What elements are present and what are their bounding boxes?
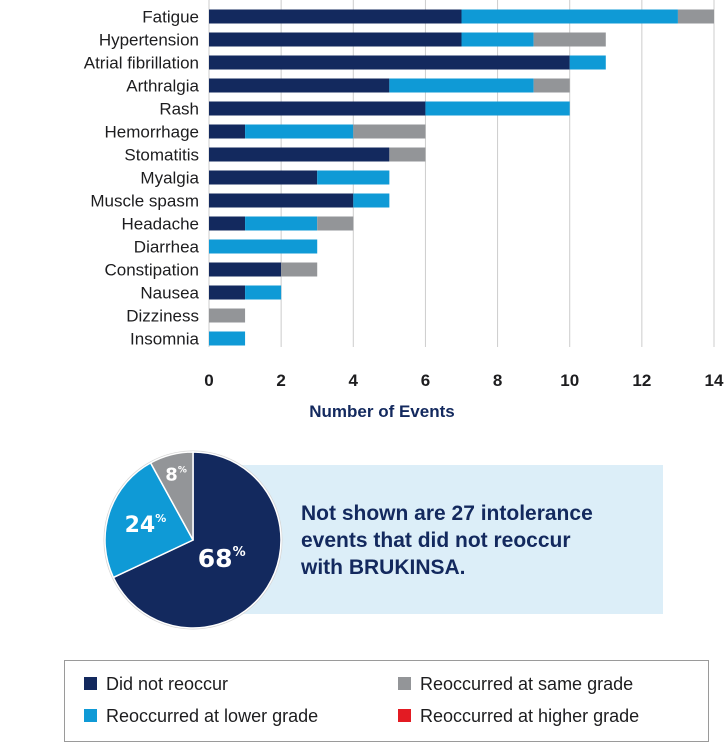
bar-arthralgia-reoccurred-at-same-grade bbox=[533, 78, 570, 93]
bar-diarrhea-reoccurred-at-lower-grade bbox=[209, 239, 318, 254]
pie-slice-reoccurred-at-lower-grade bbox=[104, 461, 195, 579]
callout-line-2: events that did not reoccur bbox=[301, 529, 571, 552]
category-labels: Fatigue Hypertension Atrial fibrillation Ar… bbox=[84, 8, 200, 349]
bar-atrial-fibrillation-did-not-reoccur bbox=[209, 55, 570, 70]
category-label: Fatigue bbox=[142, 8, 199, 27]
legend-swatch-reoccurred-at-same-grade bbox=[398, 677, 411, 690]
category-label: Constipation bbox=[104, 261, 199, 280]
bar-hypertension-reoccurred-at-lower-grade bbox=[461, 32, 534, 47]
bar-atrial-fibrillation-reoccurred-at-lower-grade bbox=[569, 55, 606, 70]
x-tick-label: 2 bbox=[276, 371, 285, 390]
legend-swatch-did-not-reoccur bbox=[84, 677, 97, 690]
bar-myalgia-reoccurred-at-lower-grade bbox=[317, 170, 390, 185]
bar-stomatitis-did-not-reoccur bbox=[209, 147, 390, 162]
bar-hemorrhage-reoccurred-at-lower-grade bbox=[245, 124, 354, 139]
bar-myalgia-did-not-reoccur bbox=[209, 170, 318, 185]
legend-label-reoccurred-at-same-grade: Reoccurred at same grade bbox=[420, 674, 633, 694]
x-tick-label: 14 bbox=[705, 371, 724, 390]
category-label: Rash bbox=[159, 100, 199, 119]
bar-muscle-spasm-reoccurred-at-lower-grade bbox=[353, 193, 390, 208]
pie-chart: 68%24%8% bbox=[103, 450, 283, 630]
category-label: Myalgia bbox=[140, 169, 199, 188]
bar-nausea-did-not-reoccur bbox=[209, 285, 246, 300]
legend: Did not reoccur Reoccurred at same grade R… bbox=[64, 660, 709, 742]
bar-nausea-reoccurred-at-lower-grade bbox=[245, 285, 282, 300]
bar-arthralgia-did-not-reoccur bbox=[209, 78, 390, 93]
bar-rash-reoccurred-at-lower-grade bbox=[425, 101, 570, 116]
x-axis-title: Number of Events bbox=[309, 402, 454, 421]
bar-dizziness-reoccurred-at-same-grade bbox=[209, 308, 246, 323]
bar-rash-did-not-reoccur bbox=[209, 101, 426, 116]
bar-arthralgia-reoccurred-at-lower-grade bbox=[389, 78, 534, 93]
bar-constipation-reoccurred-at-same-grade bbox=[281, 262, 318, 277]
category-label: Dizziness bbox=[126, 307, 199, 326]
legend-label-did-not-reoccur: Did not reoccur bbox=[106, 674, 228, 694]
x-tick-label: 12 bbox=[632, 371, 651, 390]
x-tick-label: 6 bbox=[421, 371, 430, 390]
bar-insomnia-reoccurred-at-lower-grade bbox=[209, 331, 246, 346]
category-label: Diarrhea bbox=[134, 238, 200, 257]
category-label: Nausea bbox=[140, 284, 199, 303]
category-label: Arthralgia bbox=[126, 77, 199, 96]
bar-hypertension-reoccurred-at-same-grade bbox=[533, 32, 606, 47]
pie-label-reoccurred-at-same-grade: 8% bbox=[165, 464, 187, 485]
pie-label-percent-sign: % bbox=[178, 465, 187, 475]
tick-labels: 0 2 4 6 8 10 12 14 bbox=[204, 371, 724, 390]
pie-slice-did-not-reoccur bbox=[112, 451, 282, 629]
legend-box bbox=[64, 660, 709, 742]
callout-line-1: Not shown are 27 intolerance bbox=[301, 502, 593, 525]
pie-label-reoccurred-at-lower-grade: 24% bbox=[125, 512, 167, 538]
x-tick-label: 8 bbox=[493, 371, 502, 390]
category-label: Hemorrhage bbox=[105, 123, 200, 142]
category-label: Muscle spasm bbox=[90, 192, 199, 211]
pie-label-percent-sign: % bbox=[233, 545, 246, 560]
legend-label-reoccurred-at-lower-grade: Reoccurred at lower grade bbox=[106, 706, 318, 726]
callout-line-3: with BRUKINSA. bbox=[300, 556, 466, 579]
pie-slice-reoccurred-at-same-grade bbox=[149, 451, 194, 541]
category-label: Insomnia bbox=[130, 330, 200, 349]
bar-stomatitis-reoccurred-at-same-grade bbox=[389, 147, 426, 162]
bar-muscle-spasm-did-not-reoccur bbox=[209, 193, 354, 208]
x-tick-label: 0 bbox=[204, 371, 213, 390]
pie-label-value: 68 bbox=[198, 544, 233, 573]
bar-fatigue-reoccurred-at-same-grade bbox=[677, 9, 714, 24]
bar-hemorrhage-did-not-reoccur bbox=[209, 124, 246, 139]
category-label: Headache bbox=[121, 215, 199, 234]
legend-label-reoccurred-at-higher-grade: Reoccurred at higher grade bbox=[420, 706, 639, 726]
legend-swatch-reoccurred-at-lower-grade bbox=[84, 709, 97, 722]
bar-headache-reoccurred-at-same-grade bbox=[317, 216, 354, 231]
category-label: Stomatitis bbox=[124, 146, 199, 165]
legend-swatch-reoccurred-at-higher-grade bbox=[398, 709, 411, 722]
bar-constipation-did-not-reoccur bbox=[209, 262, 282, 277]
x-tick-label: 10 bbox=[560, 371, 579, 390]
bar-fatigue-reoccurred-at-lower-grade bbox=[461, 9, 678, 24]
bar-fatigue-did-not-reoccur bbox=[209, 9, 462, 24]
bar-headache-did-not-reoccur bbox=[209, 216, 246, 231]
pie-label-value: 24 bbox=[125, 513, 156, 538]
pie-label-percent-sign: % bbox=[155, 512, 166, 525]
pie-label-value: 8 bbox=[165, 464, 178, 485]
x-tick-label: 4 bbox=[349, 371, 359, 390]
category-label: Hypertension bbox=[99, 31, 199, 50]
bar-hemorrhage-reoccurred-at-same-grade bbox=[353, 124, 426, 139]
bar-headache-reoccurred-at-lower-grade bbox=[245, 216, 318, 231]
bars bbox=[209, 9, 714, 346]
pie-label-did-not-reoccur: 68% bbox=[198, 544, 246, 573]
category-label: Atrial fibrillation bbox=[84, 54, 199, 73]
bar-hypertension-did-not-reoccur bbox=[209, 32, 462, 47]
bar-chart: Fatigue Hypertension Atrial fibrillation Ar… bbox=[84, 0, 724, 421]
